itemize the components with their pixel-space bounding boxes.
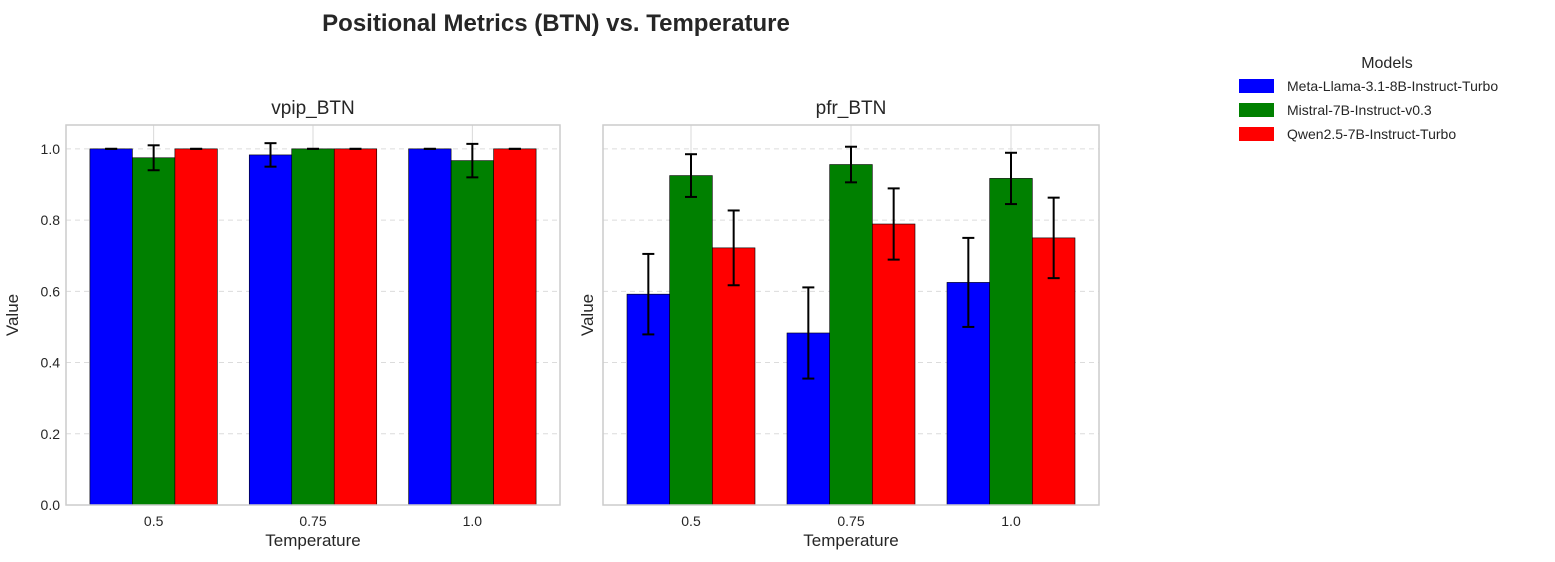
pfr-btn-x-tick-label: 0.5	[681, 513, 701, 529]
vpip-btn-bar	[493, 148, 537, 506]
vpip-btn-panel: 0.5 0.75 1.0 0.0 0.2 0.4 0.6 0.8 1.0 vpip_BTN Temp…	[3, 98, 561, 550]
pfr-btn-panel: 0.5 0.75 1.0 pfr_BTN Temperature Value	[578, 98, 1100, 550]
legend-label: Mistral-7B-Instruct-v0.3	[1287, 102, 1432, 118]
legend-swatch	[1239, 79, 1274, 93]
vpip-btn-bar	[132, 157, 176, 506]
legend: Models Meta-Llama-3.1-8B-Instruct-Turbo M…	[1239, 55, 1498, 142]
vpip-btn-axes-frame	[65, 124, 561, 506]
pfr-btn-bar	[989, 178, 1033, 506]
vpip-btn-y-tick-label: 1.0	[41, 141, 61, 157]
legend-entry-mistral-7b-instruct-v0-3: Mistral-7B-Instruct-v0.3	[1239, 102, 1432, 118]
pfr-btn-bar	[669, 175, 713, 506]
legend-entry-meta-llama-3-1-8b-instruct-turbo: Meta-Llama-3.1-8B-Instruct-Turbo	[1239, 78, 1498, 94]
vpip-btn-series-meta-llama-3-1-8b-instruct-turbo	[89, 142, 452, 506]
vpip-btn-y-tick-label: 0.0	[41, 497, 61, 513]
vpip-btn-bar	[248, 154, 293, 506]
pfr-btn-series-qwen2-5-7b-instruct-turbo	[712, 187, 1076, 506]
legend-swatch	[1239, 103, 1274, 117]
vpip-btn-bar	[174, 148, 218, 506]
vpip-btn-y-axis-label: Value	[3, 294, 22, 336]
pfr-btn-y-axis-label: Value	[578, 294, 597, 336]
pfr-btn-series-mistral-7b-instruct-v0-3	[669, 145, 1033, 506]
vpip-btn-series-qwen2-5-7b-instruct-turbo	[174, 147, 537, 506]
vpip-btn-y-tick-label: 0.6	[41, 283, 61, 299]
pfr-btn-axes-frame	[602, 124, 1100, 506]
pfr-btn-title: pfr_BTN	[816, 98, 887, 119]
vpip-btn-y-tick-label: 0.2	[41, 426, 61, 442]
pfr-btn-bar	[712, 247, 756, 506]
vpip-btn-bar	[291, 148, 335, 506]
vpip-btn-y-tick-label: 0.4	[41, 355, 61, 371]
legend-label: Meta-Llama-3.1-8B-Instruct-Turbo	[1287, 78, 1498, 94]
legend-label: Qwen2.5-7B-Instruct-Turbo	[1287, 126, 1456, 142]
legend-entry-qwen2-5-7b-instruct-turbo: Qwen2.5-7B-Instruct-Turbo	[1239, 126, 1456, 142]
pfr-btn-series-meta-llama-3-1-8b-instruct-turbo	[626, 236, 990, 506]
vpip-btn-title: vpip_BTN	[271, 98, 354, 119]
vpip-btn-x-tick-label: 0.5	[144, 513, 164, 529]
vpip-btn-bar	[450, 160, 494, 506]
pfr-btn-bar	[829, 164, 873, 506]
vpip-btn-bar	[408, 148, 452, 506]
vpip-btn-x-tick-label: 0.75	[299, 513, 326, 529]
vpip-btn-bar	[89, 148, 133, 506]
vpip-btn-bar	[333, 148, 378, 506]
chart-panels: 0.5 0.75 1.0 0.0 0.2 0.4 0.6 0.8 1.0 vpip_BTN Temp…	[3, 98, 1100, 550]
pfr-btn-x-tick-label: 0.75	[837, 513, 864, 529]
vpip-btn-x-tick-label: 1.0	[463, 513, 483, 529]
legend-title: Models	[1361, 55, 1413, 72]
figure-title: Positional Metrics (BTN) vs. Temperature	[322, 10, 790, 37]
pfr-btn-x-axis-label: Temperature	[803, 531, 898, 550]
vpip-btn-x-axis-label: Temperature	[265, 531, 360, 550]
legend-swatch	[1239, 127, 1274, 141]
vpip-btn-y-tick-label: 0.8	[41, 212, 61, 228]
pfr-btn-x-tick-label: 1.0	[1001, 513, 1021, 529]
pfr-btn-bar	[872, 223, 916, 506]
